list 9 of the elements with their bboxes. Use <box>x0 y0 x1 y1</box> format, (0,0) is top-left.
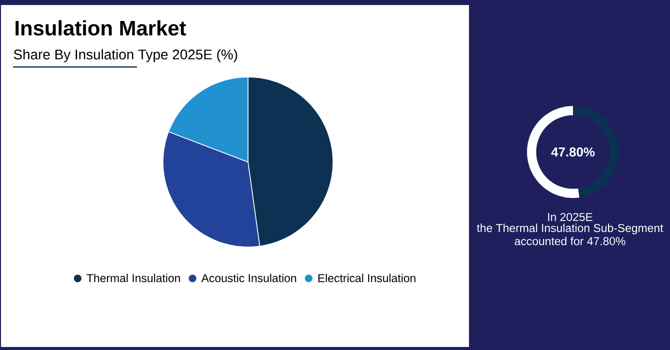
text: accounted for 47.80% <box>514 236 626 246</box>
text: 47.80% <box>551 147 595 157</box>
chart-title: Insulation Market <box>16 20 186 36</box>
legend-label: Electrical Insulation <box>318 274 416 282</box>
text: the Thermal Insulation Sub-Segment <box>476 224 664 234</box>
text: In 2025E <box>548 212 592 222</box>
legend-label: Thermal Insulation <box>86 274 180 282</box>
chart-subtitle: Share By Insulation Type 2025E (%) <box>14 49 238 62</box>
legend-label: Acoustic Insulation <box>201 274 296 282</box>
